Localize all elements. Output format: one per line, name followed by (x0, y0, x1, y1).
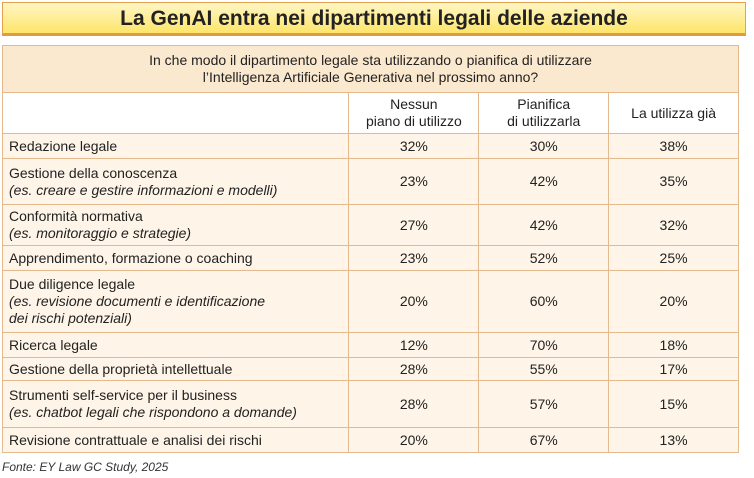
value-cell: 42% (478, 158, 610, 205)
value-cell: 13% (608, 427, 739, 453)
value-cell: 20% (348, 270, 480, 333)
value-cell: 60% (478, 270, 610, 333)
table-row: Redazione legale 32% 30% 38% (1, 133, 739, 159)
value-cell: 18% (608, 332, 739, 358)
value-cell: 28% (348, 357, 480, 381)
question: In che modo il dipartimento legale sta u… (2, 45, 739, 93)
table-row: Gestione della proprietà intellettuale 28… (1, 357, 739, 381)
row-note: (es. revisione documenti e identificazio… (9, 293, 266, 309)
row-note: dei rischi potenziali) (9, 310, 132, 326)
column-header-line: Pianifica (517, 96, 571, 112)
table-row: Apprendimento, formazione o coaching 23% 5… (1, 245, 739, 271)
row-label: Gestione della conoscenza (9, 164, 178, 181)
row-note: (es. chatbot legali che rispondono a dom… (9, 404, 297, 420)
value-cell: 15% (608, 380, 739, 428)
value-cell: 23% (348, 158, 480, 205)
value-cell: 27% (348, 204, 480, 246)
question-line: In che modo il dipartimento legale sta u… (149, 52, 592, 68)
column-header-line: La utilizza già (631, 104, 716, 121)
header-row: Nessun piano di utilizzo Pianifica di utili… (1, 92, 739, 134)
value-cell: 32% (348, 133, 480, 159)
row-label-cell: Revisione contrattuale e analisi dei ris… (1, 427, 350, 453)
row-label: Conformità normativa (9, 208, 143, 224)
value-cell: 52% (478, 245, 610, 271)
row-label-cell: Ricerca legale (1, 332, 350, 358)
table-row: Due diligence legale (es. revisione docum… (1, 270, 739, 333)
column-header: La utilizza già (608, 92, 739, 134)
value-cell: 67% (478, 427, 610, 453)
value-cell: 55% (478, 357, 610, 381)
column-header-line: di utilizzarla (507, 113, 581, 129)
row-label: Revisione contrattuale e analisi dei ris… (9, 431, 262, 448)
row-note: (es. creare e gestire informazioni e mod… (9, 181, 278, 198)
row-label-cell: Strumenti self-service per il business (e… (1, 380, 350, 428)
value-cell: 28% (348, 380, 480, 428)
value-cell: 70% (478, 332, 610, 358)
value-cell: 20% (608, 270, 739, 333)
value-cell: 57% (478, 380, 610, 428)
row-label: Gestione della proprietà intellettuale (9, 360, 233, 377)
table-row: Ricerca legale 12% 70% 18% (1, 332, 739, 358)
value-cell: 20% (348, 427, 480, 453)
table-row: Revisione contrattuale e analisi dei ris… (1, 427, 739, 453)
row-label: Strumenti self-service per il business (9, 387, 237, 403)
header-blank (1, 92, 350, 134)
value-cell: 38% (608, 133, 739, 159)
value-cell: 17% (608, 357, 739, 381)
row-label-cell: Gestione della conoscenza (es. creare e g… (1, 158, 350, 205)
source: Fonte: EY Law GC Study, 2025 (2, 460, 169, 474)
table: In che modo il dipartimento legale sta u… (1, 45, 739, 453)
value-cell: 30% (478, 133, 610, 159)
question-line: l’Intelligenza Artificiale Generativa ne… (202, 69, 539, 85)
row-label-cell: Conformità normativa (es. monitoraggio e … (1, 204, 350, 246)
row-label-cell: Gestione della proprietà intellettuale (1, 357, 350, 381)
column-header: Nessun piano di utilizzo (348, 92, 480, 134)
value-cell: 25% (608, 245, 739, 271)
row-label: Ricerca legale (9, 336, 98, 353)
title: La GenAI entra nei dipartimenti legali d… (2, 2, 746, 36)
table-row: Strumenti self-service per il business (e… (1, 380, 739, 428)
question-row: In che modo il dipartimento legale sta u… (2, 45, 739, 93)
table-row: Conformità normativa (es. monitoraggio e … (1, 204, 739, 246)
row-label: Redazione legale (9, 137, 118, 154)
row-label-cell: Apprendimento, formazione o coaching (1, 245, 350, 271)
value-cell: 35% (608, 158, 739, 205)
row-note: (es. monitoraggio e strategie) (9, 225, 192, 241)
row-label: Due diligence legale (9, 276, 136, 292)
row-label: Apprendimento, formazione o coaching (9, 249, 253, 266)
row-label-cell: Redazione legale (1, 133, 350, 159)
table-row: Gestione della conoscenza (es. creare e g… (1, 158, 739, 205)
column-header: Pianifica di utilizzarla (478, 92, 610, 134)
column-header-line: piano di utilizzo (366, 113, 462, 129)
value-cell: 32% (608, 204, 739, 246)
value-cell: 42% (478, 204, 610, 246)
column-header-line: Nessun (390, 96, 438, 112)
row-label-cell: Due diligence legale (es. revisione docum… (1, 270, 350, 333)
value-cell: 23% (348, 245, 480, 271)
value-cell: 12% (348, 332, 480, 358)
